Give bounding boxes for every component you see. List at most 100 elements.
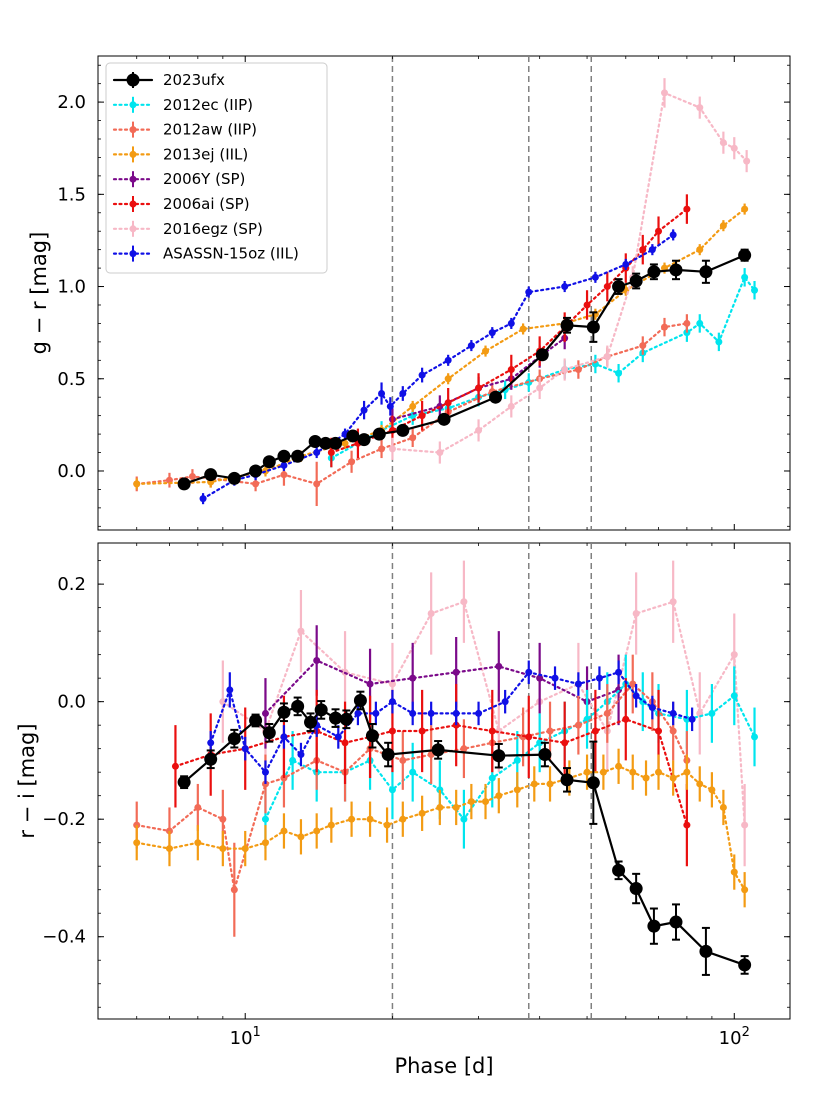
ri-point-2013ej-iil	[280, 827, 288, 835]
ri-point-2012aw-iip	[574, 721, 582, 729]
panel-bottom-plot	[133, 560, 759, 976]
gr-point-2006ai-sp	[639, 246, 647, 254]
gr-point-asassn-15oz-iil	[386, 402, 394, 410]
gr-point-2013ej-iil	[409, 402, 417, 410]
ri-series-2023ufx	[177, 690, 752, 976]
ri-point-2006ai-sp	[525, 733, 533, 741]
gr-point-2016egz-sp	[388, 445, 396, 453]
y-tick-label: 0.2	[57, 574, 86, 595]
gr-point-2016egz-sp	[661, 89, 669, 97]
y-tick-label: 0.5	[57, 369, 86, 390]
gr-point-asassn-15oz-iil	[199, 495, 207, 503]
ri-point-2013ej-iil	[655, 768, 663, 776]
ri-point-2012aw-iip	[230, 886, 238, 894]
legend-entry-2012ec-iip: 2012ec (IIP)	[112, 96, 253, 114]
ri-point-2023ufx	[365, 729, 379, 743]
ri-point-2013ej-iil	[513, 786, 521, 794]
y-tick-label: −0.2	[42, 809, 86, 830]
gr-series-2016egz-sp	[388, 78, 751, 464]
ri-point-2012ec-iip	[536, 739, 544, 747]
panel-top: 0.0 0.5 1.0 1.5 2.0 g − r [mag]	[27, 55, 791, 531]
ri-point-2012ec-iip	[488, 774, 496, 782]
panel-bottom-yticks: −0.4 −0.2 0.0 0.2	[42, 560, 790, 1008]
legend-entry-2006y-sp: 2006Y (SP)	[112, 170, 245, 188]
gr-point-2023ufx	[372, 427, 386, 441]
gr-point-2023ufx	[669, 263, 683, 277]
panel-top-plot	[133, 78, 759, 507]
ri-point-asassn-15oz-iil	[297, 751, 305, 759]
ri-point-2013ej-iil	[642, 774, 650, 782]
ri-point-asassn-15oz-iil	[354, 709, 362, 717]
ri-point-2023ufx	[339, 712, 353, 726]
gr-point-2012ec-iip	[696, 319, 704, 327]
ri-point-2013ej-iil	[383, 821, 391, 829]
legend-entry-2016egz-sp: 2016egz (SP)	[112, 220, 263, 238]
gr-point-2016egz-sp	[719, 139, 727, 147]
ri-point-2023ufx	[329, 711, 343, 725]
ri-point-2006y-sp	[536, 674, 544, 682]
ri-point-asassn-15oz-iil	[501, 698, 509, 706]
legend-box	[105, 62, 328, 274]
ri-point-2013ej-iil	[530, 780, 538, 788]
legend-swatch-marker	[129, 250, 137, 258]
gr-point-2012ec-iip	[615, 369, 623, 377]
ri-point-asassn-15oz-iil	[525, 668, 533, 676]
ri-point-asassn-15oz-iil	[226, 686, 234, 694]
gr-point-2016egz-sp	[730, 144, 738, 152]
ri-point-2023ufx	[738, 958, 752, 972]
ri-line-2006y-sp	[264, 659, 620, 715]
ri-point-2023ufx	[629, 882, 643, 896]
ri-point-2023ufx	[492, 749, 506, 763]
gr-point-2016egz-sp	[436, 449, 444, 457]
ri-point-2006y-sp	[452, 668, 460, 676]
gr-point-2006ai-sp	[507, 366, 515, 374]
legend-label: ASASSN-15oz (IIL)	[163, 245, 299, 263]
gr-point-2023ufx	[699, 265, 713, 279]
gr-point-2023ufx	[308, 434, 322, 448]
x-tick-label: 101	[230, 1025, 261, 1049]
ri-point-asassn-15oz-iil	[688, 715, 696, 723]
legend-label: 2006ai (SP)	[163, 195, 250, 213]
ri-point-2006y-sp	[495, 662, 503, 670]
gr-point-asassn-15oz-iil	[280, 461, 288, 469]
ri-point-2006y-sp	[313, 657, 321, 665]
panel-top-yticks: 0.0 0.5 1.0 1.5 2.0	[57, 64, 790, 527]
gr-point-asassn-15oz-iil	[313, 449, 321, 457]
ri-point-asassn-15oz-iil	[207, 739, 215, 747]
ri-point-2012aw-iip	[669, 727, 677, 735]
legend-swatch-marker	[129, 175, 137, 183]
gr-point-2012aw-iip	[661, 323, 669, 331]
gr-point-2013ej-iil	[482, 347, 490, 355]
ri-point-2016egz-sp	[460, 598, 468, 606]
gr-point-2012aw-iip	[280, 471, 288, 479]
gr-point-2006ai-sp	[327, 449, 335, 457]
gr-point-2023ufx	[586, 320, 600, 334]
gr-point-2023ufx	[738, 248, 752, 262]
gr-point-2023ufx	[277, 449, 291, 463]
ri-point-2012ec-iip	[513, 756, 521, 764]
gr-point-2012ec-iip	[751, 286, 759, 294]
ri-point-2012ec-iip	[388, 786, 396, 794]
ri-point-2013ej-iil	[629, 768, 637, 776]
ri-point-2013ej-iil	[708, 786, 716, 794]
ri-point-2006ai-sp	[388, 727, 396, 735]
gr-point-2012aw-iip	[313, 480, 321, 488]
ri-point-asassn-15oz-iil	[372, 709, 380, 717]
gr-point-asassn-15oz-iil	[444, 356, 452, 364]
legend-swatch-marker	[129, 150, 137, 158]
ri-point-2016egz-sp	[388, 680, 396, 688]
gr-point-2012aw-iip	[252, 480, 260, 488]
ri-series-asassn-15oz-iil	[207, 660, 696, 784]
gr-series-2023ufx	[177, 248, 752, 491]
ri-point-2013ej-iil	[348, 815, 356, 823]
ri-point-2013ej-iil	[165, 845, 173, 853]
gr-point-2006ai-sp	[583, 301, 591, 309]
gr-point-2013ej-iil	[341, 439, 349, 447]
ri-point-2006ai-sp	[655, 727, 663, 735]
gr-point-2012aw-iip	[639, 342, 647, 350]
gr-point-2023ufx	[346, 429, 360, 443]
panel-bottom-xticks	[97, 543, 735, 1019]
gr-point-2023ufx	[262, 455, 276, 469]
gr-point-2013ej-iil	[719, 222, 727, 230]
